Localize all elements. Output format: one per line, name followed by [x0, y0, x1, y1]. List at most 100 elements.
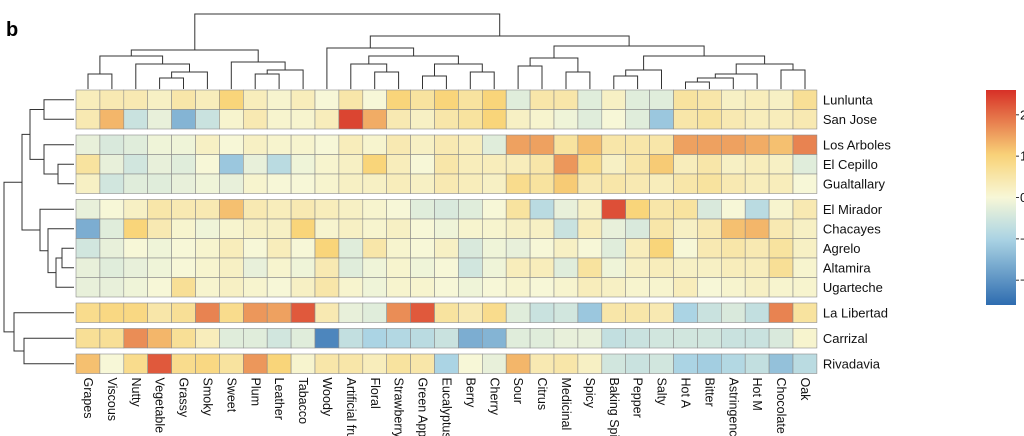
heatmap-cell: [458, 257, 483, 278]
heatmap-cell: [171, 109, 196, 130]
column-label: Citrus: [535, 378, 549, 411]
heatmap-cell: [386, 238, 411, 259]
heatmap-cell: [625, 154, 650, 175]
column-dendrogram-link: [135, 63, 190, 89]
heatmap-cell: [266, 173, 292, 194]
heatmap-cell: [314, 238, 340, 259]
column-label: Pepper: [631, 378, 645, 418]
column-dendrogram-link: [469, 71, 495, 89]
heatmap-cell: [720, 302, 746, 323]
column-dendrogram-link: [735, 63, 794, 74]
heatmap-cell: [123, 218, 149, 239]
heatmap-cell: [434, 173, 459, 194]
heatmap-cell: [744, 302, 770, 323]
heatmap-cell: [458, 134, 483, 155]
heatmap-cell: [314, 218, 340, 239]
heatmap-cell: [481, 134, 507, 155]
heatmap-cell: [195, 109, 220, 130]
heatmap-cell: [625, 218, 650, 239]
heatmap-cell: [195, 238, 220, 259]
heatmap-cell: [243, 109, 268, 130]
heatmap-cell: [505, 154, 531, 175]
heatmap-cell: [266, 277, 292, 298]
heatmap-cell: [123, 257, 149, 278]
heatmap-cell: [99, 257, 125, 278]
heatmap-cell: [744, 238, 770, 259]
heatmap-cell: [75, 134, 101, 155]
heatmap-cell: [434, 238, 459, 259]
heatmap-cell: [147, 199, 172, 220]
heatmap-cell: [290, 154, 316, 175]
heatmap-cell: [601, 353, 626, 374]
heatmap-cell: [171, 134, 196, 155]
column-label: Cherry: [487, 378, 501, 416]
column-label: Plum: [248, 378, 262, 406]
heatmap-cell: [481, 257, 507, 278]
row-dendrogram: [3, 99, 74, 365]
heatmap-cell: [314, 302, 340, 323]
heatmap-cell: [123, 154, 149, 175]
row-dendrogram-link: [21, 133, 40, 231]
row-label: Chacayes: [823, 221, 881, 236]
heatmap-cell: [123, 89, 149, 110]
column-dendrogram-link: [529, 57, 579, 72]
heatmap-cell: [362, 353, 387, 374]
heatmap-cell: [649, 277, 674, 298]
heatmap-cell: [171, 154, 196, 175]
heatmap-cell: [529, 328, 555, 349]
heatmap-cell: [147, 89, 172, 110]
heatmap-cell: [505, 277, 531, 298]
column-label: Floral: [368, 378, 382, 409]
heatmap-cell: [505, 257, 531, 278]
heatmap-cell: [171, 353, 196, 374]
heatmap-cell: [338, 109, 364, 130]
heatmap-cell: [792, 134, 818, 155]
heatmap-cell: [458, 173, 483, 194]
heatmap-cell: [768, 218, 794, 239]
heatmap-cell: [219, 328, 244, 349]
column-dendrogram-link: [696, 77, 734, 89]
row-label: Rivadavia: [823, 356, 881, 371]
heatmap-cell: [529, 199, 555, 220]
heatmap-cell: [171, 199, 196, 220]
colorbar-tick-label: −2: [1020, 273, 1024, 288]
heatmap-cells: [75, 89, 818, 374]
heatmap-cell: [171, 277, 196, 298]
column-labels: Grapes Viscous Nutty Vegetable Grassy Smoky Sw…: [81, 378, 812, 436]
heatmap-cell: [195, 134, 220, 155]
heatmap-cell: [195, 277, 220, 298]
heatmap-cell: [625, 238, 650, 259]
heatmap-cell: [314, 109, 340, 130]
column-dendrogram-link: [422, 75, 447, 89]
heatmap-cell: [219, 89, 244, 110]
heatmap-cell: [362, 277, 387, 298]
heatmap-cell: [362, 199, 387, 220]
heatmap-cell: [243, 302, 268, 323]
heatmap-cell: [697, 89, 722, 110]
heatmap-cell: [768, 89, 794, 110]
heatmap-cell: [386, 173, 411, 194]
heatmap-cell: [243, 277, 268, 298]
heatmap-cell: [410, 302, 435, 323]
heatmap-cell: [99, 277, 125, 298]
heatmap-cell: [195, 89, 220, 110]
heatmap-cell: [410, 353, 435, 374]
row-label: San Jose: [823, 112, 877, 127]
heatmap-cell: [290, 109, 316, 130]
heatmap-cell: [123, 199, 149, 220]
heatmap-cell: [75, 353, 101, 374]
heatmap-cell: [99, 199, 125, 220]
heatmap-cell: [601, 302, 626, 323]
heatmap-cell: [99, 238, 125, 259]
heatmap-cell: [577, 173, 603, 194]
panel-label: b: [6, 19, 18, 41]
heatmap-cell: [768, 154, 794, 175]
column-label: Oak: [798, 378, 812, 402]
heatmap-cell: [434, 353, 459, 374]
column-dendrogram-link: [350, 63, 388, 89]
heatmap-cell: [625, 109, 650, 130]
heatmap-cell: [720, 328, 746, 349]
heatmap-cell: [553, 199, 579, 220]
heatmap-cell: [410, 109, 435, 130]
heatmap-cell: [458, 109, 483, 130]
